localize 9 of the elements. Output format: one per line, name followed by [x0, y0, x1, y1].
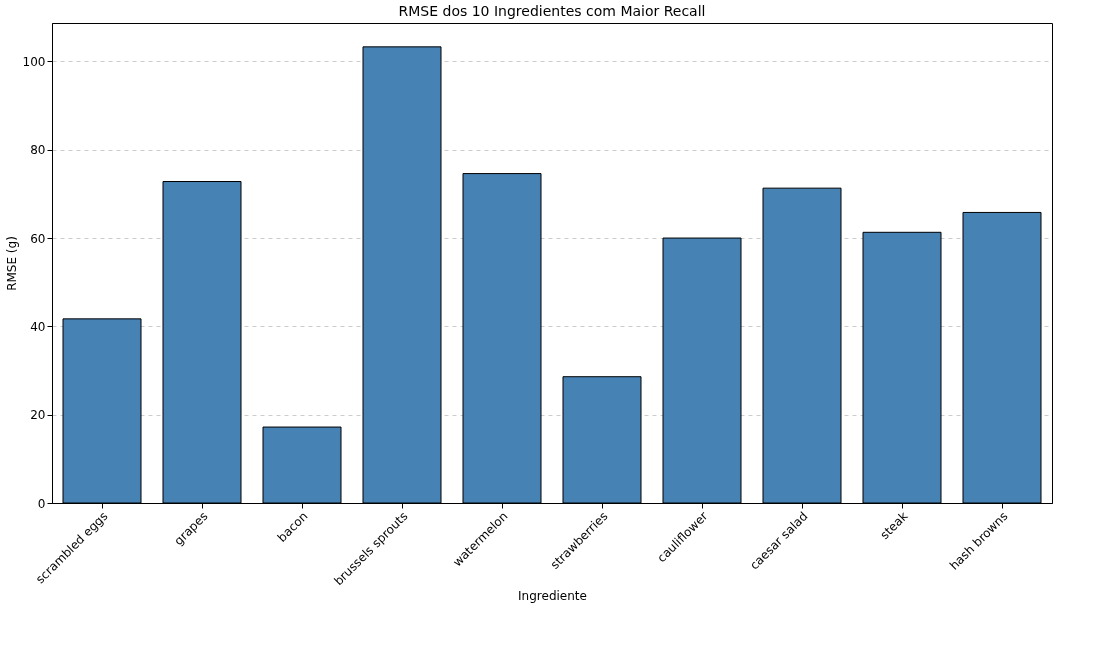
y-tick-label: 100 — [22, 54, 46, 69]
y-tick-label: 80 — [30, 143, 46, 158]
y-tick-label: 40 — [30, 319, 46, 334]
x-axis-title: Ingrediente — [518, 589, 587, 604]
chart-title: RMSE dos 10 Ingredientes com Maior Recall — [398, 3, 706, 19]
y-tick-label: 20 — [30, 408, 46, 423]
y-tick-label: 0 — [37, 496, 46, 511]
y-axis-title: RMSE (g) — [4, 236, 19, 291]
y-tick-label: 60 — [30, 231, 46, 246]
